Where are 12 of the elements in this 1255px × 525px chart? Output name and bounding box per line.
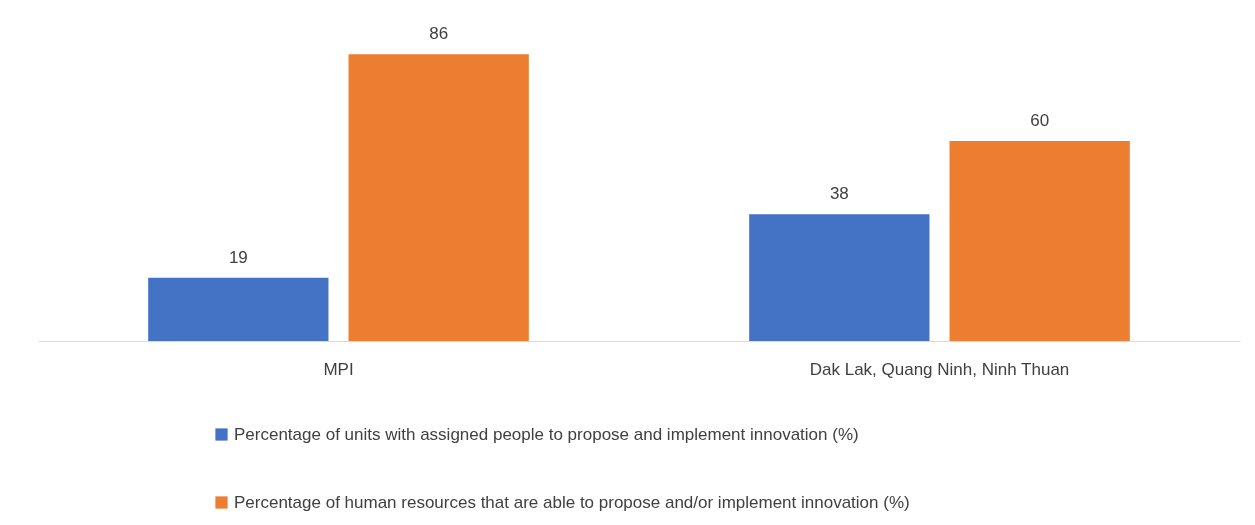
legend-label: Percentage of units with assigned people to propose and implement innovation (%) — [234, 424, 859, 444]
legend-label: Percentage of human resources that are able to propose and/or implement innovation (%) — [234, 492, 910, 512]
x-tick-label: Dak Lak, Quang Ninh, Ninh Thuan — [809, 359, 1070, 379]
bar — [148, 277, 329, 341]
bar — [949, 141, 1130, 341]
data-label: 60 — [1030, 111, 1050, 130]
x-tick-label: MPI — [323, 359, 354, 379]
data-label: 86 — [429, 24, 449, 44]
data-label: 19 — [228, 247, 248, 267]
bar — [749, 214, 930, 341]
data-label: 38 — [829, 184, 849, 204]
bar — [348, 54, 529, 341]
